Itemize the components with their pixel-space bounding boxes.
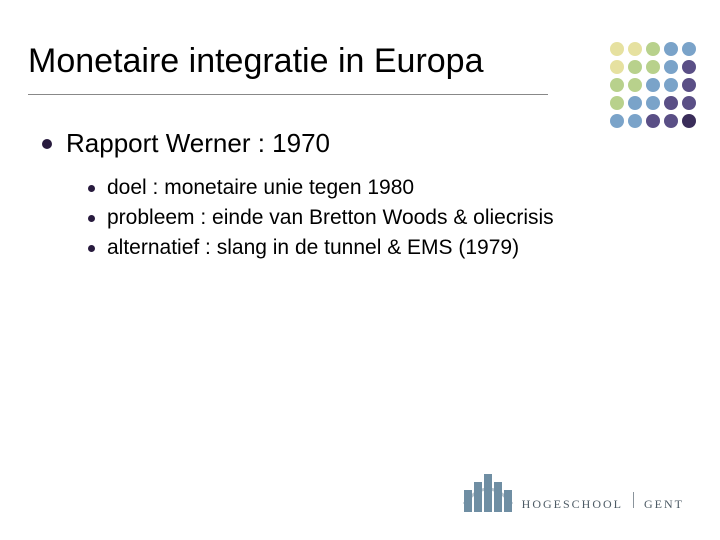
subtitle-row: Rapport Werner : 1970 — [42, 128, 330, 159]
dot-icon — [664, 60, 678, 74]
item-text: doel : monetaire unie tegen 1980 — [107, 176, 414, 200]
logo-mark-icon — [462, 470, 514, 512]
dot-icon — [646, 78, 660, 92]
bullet-icon — [88, 245, 95, 252]
dot-icon — [610, 96, 624, 110]
bullet-icon — [42, 139, 52, 149]
dot-icon — [682, 114, 696, 128]
logo-text: HOGESCHOOL GENT — [522, 492, 684, 512]
list-item: doel : monetaire unie tegen 1980 — [88, 176, 554, 200]
brand-logo: HOGESCHOOL GENT — [462, 470, 684, 512]
dot-icon — [646, 114, 660, 128]
dot-icon — [628, 114, 642, 128]
dot-icon — [610, 78, 624, 92]
list-item: probleem : einde van Bretton Woods & oli… — [88, 206, 554, 230]
dot-icon — [610, 114, 624, 128]
logo-divider-icon — [633, 492, 634, 508]
dot-icon — [664, 42, 678, 56]
dot-icon — [682, 96, 696, 110]
dot-icon — [628, 96, 642, 110]
item-list: doel : monetaire unie tegen 1980 problee… — [88, 176, 554, 266]
dot-icon — [682, 78, 696, 92]
bullet-icon — [88, 215, 95, 222]
subtitle-text: Rapport Werner : 1970 — [66, 128, 330, 159]
dot-icon — [610, 60, 624, 74]
dot-icon — [646, 60, 660, 74]
dot-icon — [646, 96, 660, 110]
item-text: alternatief : slang in de tunnel & EMS (… — [107, 236, 519, 260]
dot-icon — [628, 60, 642, 74]
page-title: Monetaire integratie in Europa — [28, 42, 484, 81]
dot-icon — [628, 78, 642, 92]
dot-icon — [682, 42, 696, 56]
dot-icon — [610, 42, 624, 56]
dot-icon — [646, 42, 660, 56]
bullet-icon — [88, 185, 95, 192]
item-text: probleem : einde van Bretton Woods & oli… — [107, 206, 554, 230]
title-underline — [28, 94, 548, 95]
logo-word-left: HOGESCHOOL — [522, 497, 623, 512]
dot-icon — [664, 78, 678, 92]
dot-icon — [664, 114, 678, 128]
logo-word-right: GENT — [644, 497, 684, 512]
dot-icon — [628, 42, 642, 56]
dot-icon — [682, 60, 696, 74]
dot-icon — [664, 96, 678, 110]
decorative-dot-grid — [610, 42, 696, 128]
list-item: alternatief : slang in de tunnel & EMS (… — [88, 236, 554, 260]
